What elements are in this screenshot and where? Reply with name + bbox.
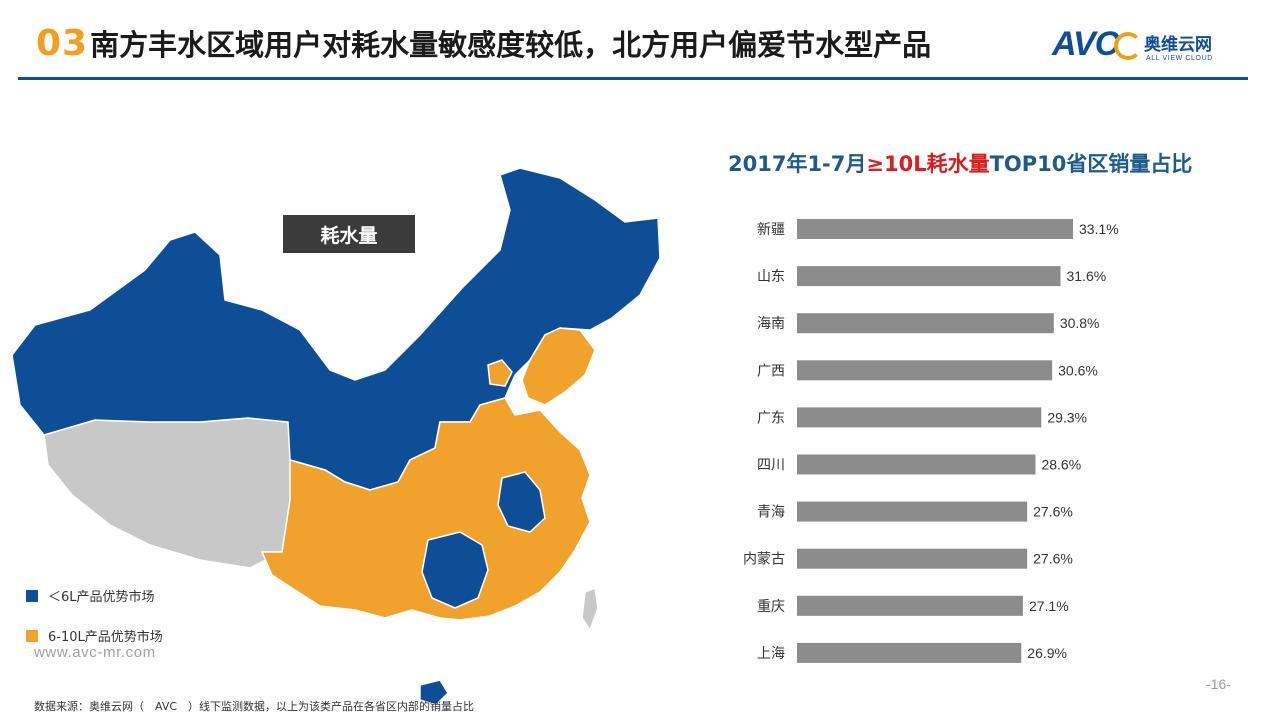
chart-title-metric: TOP10省区销量占比	[989, 152, 1193, 176]
legend-label-orange: 6-10L产品优势市场	[48, 630, 163, 645]
bar	[797, 313, 1054, 334]
map-region-beijing	[487, 359, 513, 387]
map-region-south-orange	[260, 397, 591, 621]
map-region-hunan	[421, 531, 489, 609]
slide-title: 03 南方丰水区域用户对耗水量敏感度较低，北方用户偏爱节水型产品	[36, 22, 931, 72]
bar	[797, 548, 1028, 569]
title-text: 南方丰水区域用户对耗水量敏感度较低，北方用户偏爱节水型产品	[90, 28, 932, 62]
bar-chart: 新疆 33.1% 山东 31.6% 海南 30.8% 广西 30.6% 广东 29.3% 四川 28.…	[743, 219, 1119, 663]
china-map	[11, 167, 661, 706]
value-label: 27.6%	[1033, 551, 1073, 567]
value-label: 28.6%	[1041, 457, 1081, 473]
logo-cn-text: 奥维云网	[1144, 35, 1212, 55]
value-label: 27.6%	[1033, 504, 1073, 520]
logo-avc-text: AVC	[1052, 25, 1119, 63]
category-label: 广东	[757, 410, 785, 426]
legend-swatch-blue	[26, 589, 38, 602]
map-region-hainan	[419, 679, 449, 706]
legend-item-orange: 6-10L产品优势市场	[26, 626, 163, 645]
bar	[797, 360, 1053, 381]
value-label: 33.1%	[1079, 221, 1119, 237]
bar	[797, 595, 1023, 616]
map-region-anhui	[497, 471, 546, 533]
data-source-note: 数据来源：奥维云网（ AVC ）线下监测数据，以上为该类产品在各省区内部的销量占…	[34, 700, 475, 713]
bar	[797, 266, 1061, 287]
legend-item-blue: ＜6L产品优势市场	[26, 586, 155, 605]
bar	[797, 407, 1042, 428]
value-label: 26.9%	[1027, 645, 1067, 661]
bar	[797, 501, 1028, 522]
value-label: 27.1%	[1029, 598, 1069, 614]
legend-swatch-orange	[26, 629, 38, 642]
value-label: 30.6%	[1058, 362, 1098, 378]
chart-title: 2017年1-7月≥10L耗水量TOP10省区销量占比	[728, 148, 1192, 178]
avc-logo: AVC 奥维云网 ALL VIEW CLOUD	[1052, 25, 1252, 69]
bar	[797, 219, 1073, 239]
value-label: 30.8%	[1060, 315, 1100, 331]
value-label: 31.6%	[1066, 268, 1106, 284]
logo-swirl-icon	[1114, 32, 1142, 60]
bar	[797, 642, 1022, 663]
header-divider	[18, 77, 1248, 80]
value-label: 29.3%	[1047, 409, 1087, 425]
category-label: 广西	[757, 363, 785, 379]
category-label: 内蒙古	[743, 552, 785, 568]
category-label: 海南	[757, 316, 785, 332]
chart-title-highlight: ≥10L耗水量	[866, 152, 990, 176]
logo-en-text: ALL VIEW CLOUD	[1146, 55, 1213, 62]
category-label: 四川	[757, 458, 785, 474]
category-label: 山东	[757, 269, 785, 285]
map-tag: 耗水量	[283, 215, 415, 253]
category-label: 上海	[757, 646, 785, 662]
map-region-liaoning	[521, 327, 596, 406]
chart-title-period: 2017年1-7月	[728, 152, 867, 176]
site-url: www.avc-mr.com	[34, 644, 156, 661]
legend-label-blue: ＜6L产品优势市场	[48, 590, 155, 605]
map-region-tibet	[43, 417, 293, 569]
page-number: -16-	[1206, 676, 1231, 692]
bar	[797, 454, 1036, 475]
category-label: 新疆	[757, 222, 785, 238]
category-label: 重庆	[757, 599, 785, 615]
section-number: 03	[36, 23, 89, 64]
map-region-taiwan	[581, 586, 599, 632]
category-label: 青海	[757, 505, 785, 521]
